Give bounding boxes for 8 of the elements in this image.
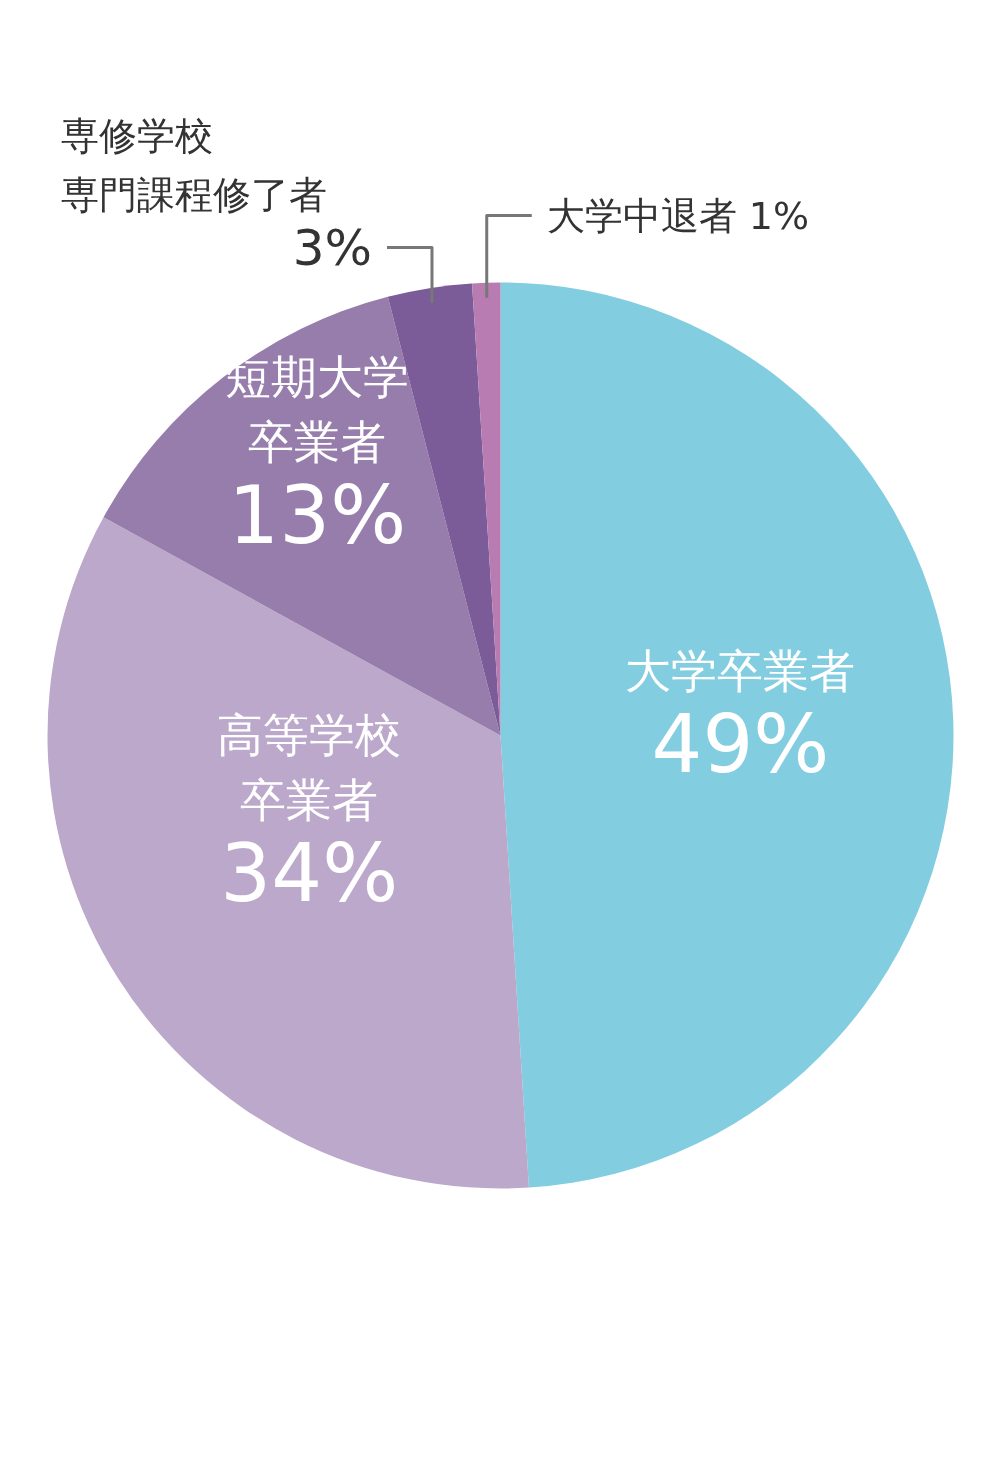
slice-label: 高等学校卒業者 bbox=[217, 708, 402, 827]
slice-label: 大学卒業者 bbox=[625, 643, 856, 698]
data-label: 13% bbox=[228, 469, 407, 563]
slice-label: 専修学校専門課程修了者 bbox=[60, 114, 327, 218]
data-label: 49% bbox=[651, 697, 830, 791]
data-label: 34% bbox=[220, 826, 399, 920]
data-label: 3% bbox=[292, 218, 372, 277]
slice-label: 大学中退者 1% bbox=[546, 193, 810, 238]
